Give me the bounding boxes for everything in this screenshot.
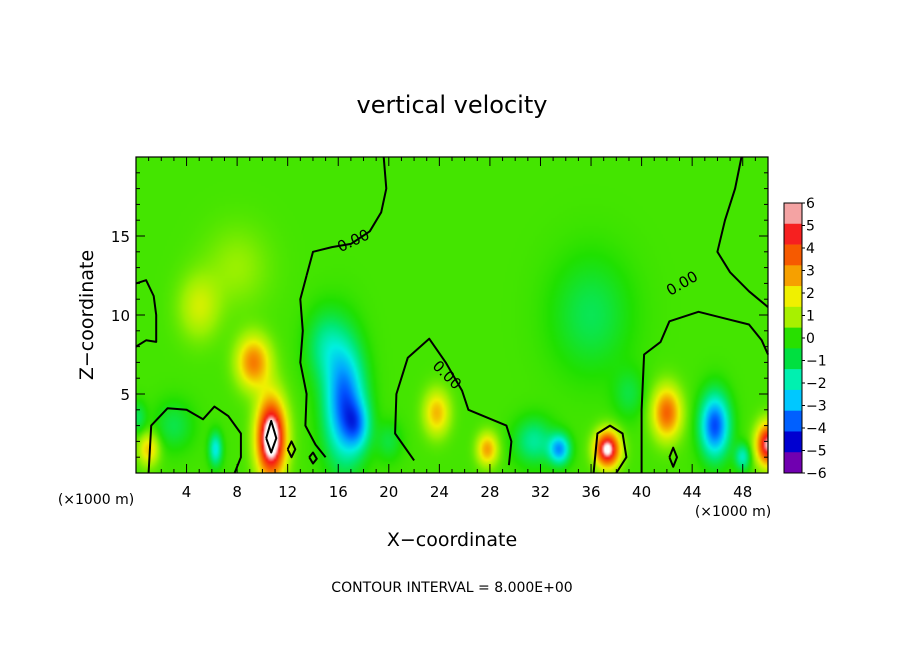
colorbar: 6 5 4 3 2 1 0 −1 −2 −3 −4 −5 −6 <box>783 196 827 482</box>
x-tick-label: 12 <box>278 483 297 501</box>
x-tick-label: 16 <box>329 483 348 501</box>
velocity-field-heatmap <box>136 157 768 473</box>
zero-contour-line <box>299 275 327 458</box>
x-tick-label: 24 <box>430 483 449 501</box>
y-tick-label: 5 <box>120 386 130 404</box>
x-tick-label: 28 <box>480 483 499 501</box>
colorbar-label: −2 <box>806 376 827 392</box>
colorbar-label: 0 <box>806 331 815 347</box>
y-axis-label: Z−coordinate <box>76 250 98 380</box>
zero-contour-line <box>394 337 513 466</box>
colorbar-label: −5 <box>806 444 827 460</box>
zero-contour-line <box>265 419 278 454</box>
colorbar-swatch <box>784 431 802 453</box>
colorbar-swatch <box>784 223 802 245</box>
x-tick-label: 8 <box>232 483 242 501</box>
colorbar-label: −3 <box>806 399 827 415</box>
zero-contour-line <box>147 405 242 474</box>
colorbar-label: 6 <box>806 196 815 212</box>
x-unit-label-right: (×1000 m) <box>695 504 771 520</box>
zero-contour-line <box>305 156 388 276</box>
x-tick-label: 36 <box>581 483 600 501</box>
x-unit-label-left: (×1000 m) <box>58 492 134 508</box>
plot-area: 0.000.000.00 4 8 12 16 20 24 28 32 36 40 44 48 5101… <box>111 156 769 501</box>
zero-contour-line <box>308 451 318 465</box>
colorbar-swatch <box>784 265 802 287</box>
zero-contour-line <box>716 156 769 308</box>
x-tick-label: 40 <box>632 483 651 501</box>
colorbar-label: 2 <box>806 286 815 302</box>
colorbar-swatch <box>784 369 802 391</box>
x-axis-label: X−coordinate <box>387 529 517 551</box>
y-axis-ticks: 5 10 15 <box>111 172 768 458</box>
chart-title: vertical velocity <box>357 91 548 119</box>
colorbar-label: −1 <box>806 354 827 370</box>
x-tick-label: 32 <box>531 483 550 501</box>
x-tick-label: 20 <box>379 483 398 501</box>
colorbar-label: −6 <box>806 466 827 482</box>
y-tick-label: 10 <box>111 307 130 325</box>
y-tick-label: 15 <box>111 228 130 246</box>
colorbar-label: 3 <box>806 264 815 280</box>
x-tick-label: 44 <box>683 483 702 501</box>
colorbar-swatch <box>784 410 802 432</box>
zero-contour-line <box>668 446 678 468</box>
colorbar-swatch <box>784 327 802 349</box>
zero-contour-line <box>640 310 769 473</box>
colorbar-swatch <box>784 389 802 411</box>
x-tick-label: 4 <box>182 483 192 501</box>
colorbar-swatch <box>784 286 802 308</box>
x-tick-label: 48 <box>733 483 752 501</box>
contour-interval-note: CONTOUR INTERVAL = 8.000E+00 <box>331 580 572 596</box>
colorbar-swatch <box>784 452 802 474</box>
zero-contour-line <box>135 279 158 348</box>
colorbar-label: 5 <box>806 219 815 235</box>
colorbar-label: 4 <box>806 241 815 257</box>
zero-contour-line <box>286 440 297 459</box>
x-axis-ticks: 4 8 12 16 20 24 28 32 36 40 44 48 <box>148 157 756 501</box>
colorbar-label: −4 <box>806 421 827 437</box>
zero-contour-line <box>592 424 628 474</box>
colorbar-label: 1 <box>806 309 815 325</box>
colorbar-swatch <box>784 306 802 328</box>
colorbar-swatch <box>784 244 802 266</box>
zero-contours <box>135 156 769 474</box>
colorbar-swatch <box>784 203 802 225</box>
colorbar-swatch <box>784 348 802 370</box>
